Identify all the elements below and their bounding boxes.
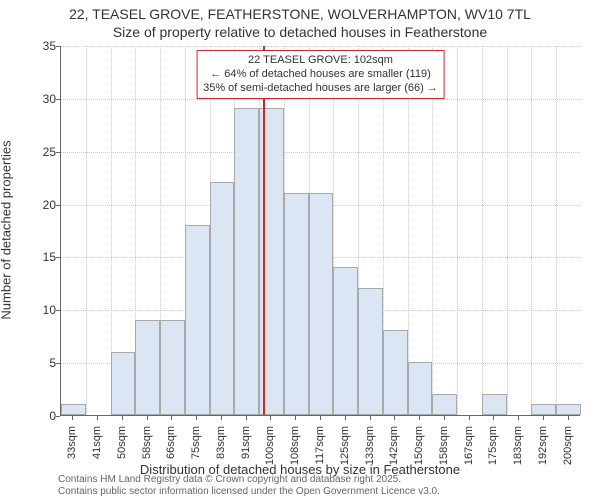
bar xyxy=(284,193,309,415)
y-tick-label: 30 xyxy=(16,92,56,106)
x-tick-mark xyxy=(518,416,519,420)
bar xyxy=(185,225,210,415)
x-tick-mark xyxy=(270,416,271,420)
plot-area: 22 TEASEL GROVE: 102sqm ← 64% of detache… xyxy=(60,46,580,416)
bar xyxy=(432,394,457,415)
bar xyxy=(531,404,556,415)
bar xyxy=(333,267,358,415)
bar xyxy=(482,394,507,415)
y-tick-label: 10 xyxy=(16,303,56,317)
x-tick-mark xyxy=(295,416,296,420)
bar xyxy=(309,193,334,415)
gridline-v xyxy=(432,46,433,415)
gridline-h xyxy=(61,46,580,47)
footer-line-1: Contains HM Land Registry data © Crown c… xyxy=(58,474,440,486)
bar xyxy=(111,352,136,415)
gridline-v xyxy=(457,46,458,415)
x-tick-mark xyxy=(419,416,420,420)
chart-container: 22, TEASEL GROVE, FEATHERSTONE, WOLVERHA… xyxy=(0,0,600,500)
bar xyxy=(61,404,86,415)
y-tick-label: 25 xyxy=(16,145,56,159)
gridline-v xyxy=(556,46,557,415)
bar xyxy=(210,182,235,415)
bar xyxy=(408,362,433,415)
callout-line-2: ← 64% of detached houses are smaller (11… xyxy=(203,68,438,82)
bar xyxy=(556,404,581,415)
y-tick-label: 20 xyxy=(16,198,56,212)
y-tick-label: 15 xyxy=(16,250,56,264)
x-tick-mark xyxy=(394,416,395,420)
callout-line-1: 22 TEASEL GROVE: 102sqm xyxy=(203,54,438,68)
gridline-v xyxy=(408,46,409,415)
x-tick-mark xyxy=(196,416,197,420)
x-tick-mark xyxy=(171,416,172,420)
reference-callout: 22 TEASEL GROVE: 102sqm ← 64% of detache… xyxy=(196,50,445,99)
gridline-v xyxy=(507,46,508,415)
bar xyxy=(160,320,185,415)
y-tick-mark xyxy=(56,416,60,417)
x-tick-mark xyxy=(469,416,470,420)
title-line-2: Size of property relative to detached ho… xyxy=(0,24,600,40)
y-tick-label: 5 xyxy=(16,356,56,370)
x-tick-mark xyxy=(320,416,321,420)
footer: Contains HM Land Registry data © Crown c… xyxy=(58,474,440,498)
x-tick-mark xyxy=(493,416,494,420)
x-tick-mark xyxy=(345,416,346,420)
footer-line-2: Contains public sector information licen… xyxy=(58,486,440,498)
bar xyxy=(358,288,383,415)
x-tick-mark xyxy=(147,416,148,420)
gridline-v xyxy=(531,46,532,415)
reference-line xyxy=(263,46,265,415)
y-axis-title: Number of detached properties xyxy=(0,51,14,230)
bar xyxy=(234,108,259,415)
bar xyxy=(383,330,408,415)
x-tick-mark xyxy=(370,416,371,420)
x-tick-mark xyxy=(97,416,98,420)
x-tick-mark xyxy=(568,416,569,420)
gridline-v xyxy=(86,46,87,415)
x-tick-mark xyxy=(221,416,222,420)
bar xyxy=(135,320,160,415)
x-tick-mark xyxy=(246,416,247,420)
callout-line-3: 35% of semi-detached houses are larger (… xyxy=(203,82,438,96)
x-tick-mark xyxy=(543,416,544,420)
y-tick-label: 35 xyxy=(16,39,56,53)
x-tick-mark xyxy=(444,416,445,420)
title-line-1: 22, TEASEL GROVE, FEATHERSTONE, WOLVERHA… xyxy=(0,6,600,22)
x-tick-mark xyxy=(122,416,123,420)
gridline-h xyxy=(61,152,580,153)
y-tick-label: 0 xyxy=(16,409,56,423)
x-tick-mark xyxy=(72,416,73,420)
gridline-v xyxy=(482,46,483,415)
